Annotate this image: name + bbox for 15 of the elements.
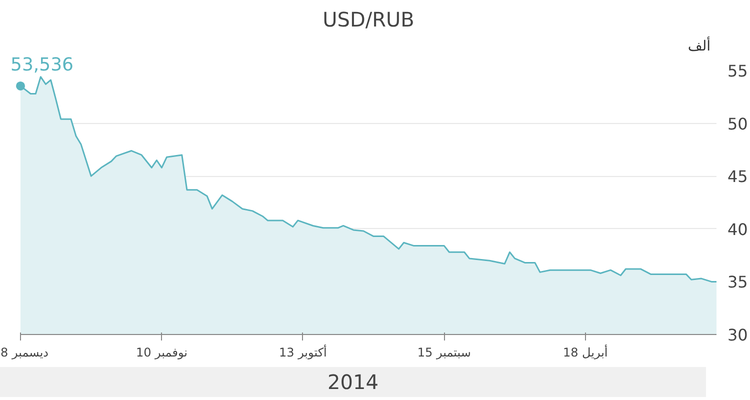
y-tick-label: 50 bbox=[728, 114, 748, 134]
x-tick-label: 10 نوفمبر bbox=[136, 346, 188, 360]
y-tick-label: 40 bbox=[728, 220, 748, 239]
x-tick-label: 18 أبريل bbox=[562, 344, 608, 360]
y-tick-label: 55 bbox=[728, 62, 748, 80]
y-tick-label: 30 bbox=[728, 326, 748, 344]
y-tick-label: 35 bbox=[728, 272, 748, 292]
y-tick-label: 45 bbox=[728, 167, 748, 186]
text: 2014 bbox=[328, 369, 378, 396]
x-tick-label: 15 سبتمبر bbox=[417, 346, 471, 360]
x-tick-label: 8 ديسمبر bbox=[0, 346, 49, 360]
y-axis-title: ألف bbox=[688, 36, 711, 54]
annotation: 53,536 bbox=[10, 54, 74, 76]
x-tick-label: 13 أكتوبر bbox=[278, 344, 327, 360]
chart-title: USD/RUB bbox=[322, 8, 414, 32]
